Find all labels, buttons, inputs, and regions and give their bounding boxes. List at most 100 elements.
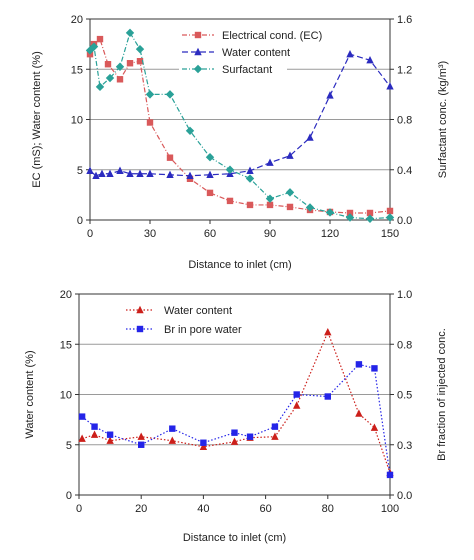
- data-point: [305, 203, 315, 212]
- data-point: [200, 439, 207, 446]
- data-point: [293, 401, 301, 409]
- y-tick-label: 20: [71, 14, 83, 26]
- data-point: [206, 170, 214, 178]
- series-line-2: [89, 31, 391, 220]
- y-tick-label: 15: [60, 339, 72, 351]
- data-point: [231, 429, 238, 436]
- y2-tick-label: 1.0: [397, 289, 412, 301]
- data-point: [286, 151, 294, 159]
- data-point: [271, 423, 279, 430]
- y-tick-label: 0: [77, 215, 83, 227]
- data-point: [126, 60, 134, 67]
- data-point: [386, 207, 394, 215]
- legend: Water content Br in pore water: [123, 302, 265, 336]
- x-axis-label: Distance to inlet (cm): [188, 259, 291, 271]
- legend: Electrical cond. (EC) Water content Surfac…: [179, 27, 353, 76]
- data-point: [146, 169, 154, 177]
- data-point: [125, 28, 135, 38]
- data-point: [106, 169, 114, 177]
- y-tick-label: 15: [71, 64, 83, 76]
- legend-marker: [136, 325, 144, 333]
- x-tick-label: 0: [87, 228, 93, 240]
- y2-tick-label: 0.8: [397, 339, 412, 351]
- data-point: [92, 171, 100, 179]
- data-point: [96, 35, 104, 43]
- data-point: [385, 213, 395, 222]
- data-point: [386, 82, 394, 90]
- data-point: [115, 62, 125, 71]
- legend-background: [179, 61, 287, 76]
- data-point: [266, 201, 274, 209]
- x-tick-label: 150: [381, 228, 399, 240]
- data-point: [246, 201, 254, 209]
- y-tick-label: 20: [60, 289, 72, 301]
- x-tick-label: 30: [144, 228, 156, 240]
- data-point: [98, 169, 106, 177]
- y-tick-label: 0: [66, 490, 72, 502]
- y2-tick-label: 0.0: [397, 490, 412, 502]
- y-tick-label: 5: [66, 440, 72, 452]
- data-point: [78, 413, 86, 420]
- data-point: [226, 197, 234, 205]
- data-point: [345, 213, 355, 222]
- chart-panel-2: 0 5 10 15 20 0.0 0.3 0.5 0.8 1.0 0 20 40 60 80 100 Dista…: [24, 289, 448, 544]
- y2-tick-label: 1.6: [397, 14, 412, 26]
- data-point: [366, 56, 374, 64]
- legend-background: [123, 302, 247, 317]
- legend-marker: [136, 305, 144, 314]
- data-point: [324, 327, 332, 336]
- legend-background: [123, 321, 265, 336]
- data-point: [245, 174, 255, 183]
- x-tick-label: 90: [264, 228, 276, 240]
- legend-background: [179, 27, 353, 42]
- data-point: [306, 133, 314, 141]
- data-point: [286, 203, 294, 211]
- data-point: [370, 423, 379, 431]
- data-point: [186, 171, 194, 179]
- data-point: [366, 209, 374, 217]
- data-point: [165, 90, 175, 99]
- data-point: [138, 441, 145, 448]
- data-point: [386, 471, 394, 479]
- legend-marker: [194, 31, 202, 39]
- x-tick-label: 60: [259, 503, 271, 515]
- legend-marker: [194, 47, 202, 56]
- data-point: [265, 194, 275, 203]
- legend-label: Surfactant: [222, 64, 272, 76]
- series-line-1: [81, 363, 391, 475]
- data-point: [246, 433, 254, 440]
- data-point: [293, 391, 300, 398]
- data-point: [225, 165, 235, 174]
- data-point: [169, 425, 176, 432]
- data-point: [266, 158, 274, 166]
- data-point: [104, 61, 112, 68]
- y-tick-label: 10: [71, 115, 83, 127]
- data-point: [166, 170, 174, 178]
- y-axis-label: Water content (%): [24, 350, 36, 438]
- x-tick-label: 20: [135, 503, 147, 515]
- y-axis-label: EC (mS); Water content (%): [31, 51, 43, 188]
- data-point: [116, 76, 124, 83]
- y2-tick-label: 0.3: [397, 440, 412, 452]
- data-point: [205, 152, 215, 162]
- data-point: [86, 166, 94, 174]
- data-point: [136, 169, 144, 177]
- y2-tick-label: 1.2: [397, 64, 412, 76]
- data-point: [145, 90, 155, 99]
- data-point: [246, 166, 254, 174]
- data-point: [89, 42, 99, 51]
- x-tick-label: 40: [197, 503, 209, 515]
- data-point: [371, 365, 378, 372]
- legend-label: Water content: [164, 305, 232, 317]
- data-point: [206, 189, 214, 197]
- y-tick-label: 10: [60, 390, 72, 402]
- data-point: [116, 166, 124, 174]
- data-point: [325, 208, 335, 217]
- data-point: [324, 393, 331, 400]
- data-point: [326, 91, 334, 99]
- data-point: [90, 430, 99, 438]
- legend-label: Water content: [222, 47, 290, 59]
- data-point: [346, 49, 354, 58]
